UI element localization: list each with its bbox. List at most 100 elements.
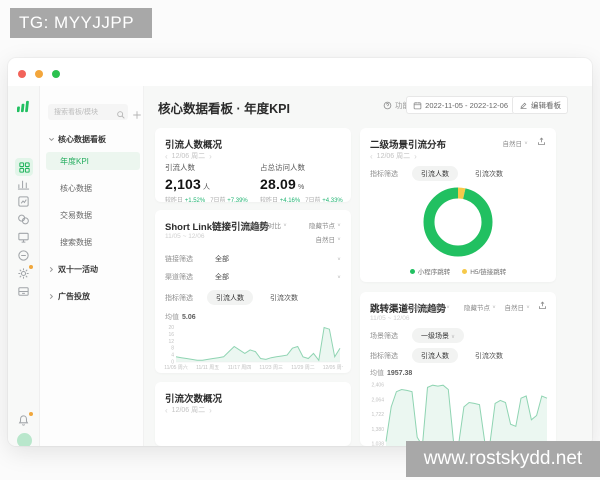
date-nav-value: 12/06 周二 <box>376 153 411 160</box>
hide-nodes-toggle[interactable]: 隐藏节点 ∨ <box>463 304 496 312</box>
archive-drawer-icon[interactable] <box>17 285 31 299</box>
svg-text:11/05 周六: 11/05 周六 <box>164 364 188 370</box>
next-day-icon[interactable]: › <box>209 151 212 161</box>
dashboard-icon[interactable] <box>15 158 33 176</box>
svg-text:1,380: 1,380 <box>371 427 384 433</box>
card-subtitle: 11/05 ~ 12/06 <box>165 233 205 240</box>
report-board-icon[interactable] <box>17 195 31 209</box>
edit-icon <box>520 102 527 109</box>
watermark-bottom: www.rostskydd.net <box>406 441 600 477</box>
guide-icon <box>383 101 392 109</box>
metric-pill-people[interactable]: 引流人数 <box>412 348 458 363</box>
next-day-icon[interactable]: › <box>414 151 417 161</box>
metric-pill-people[interactable]: 引流人数 <box>207 290 253 305</box>
sidebar-group-double11[interactable]: 双十一活动 <box>46 260 140 278</box>
sidebar-group-ads[interactable]: 广告投放 <box>46 287 140 305</box>
metric-filter: 指标筛选 引流人数 引流次数 <box>165 290 307 305</box>
edit-label: 编辑看板 <box>531 100 561 110</box>
link-filter: 链接筛选 全部 <box>165 256 229 263</box>
svg-text:11/17 周四: 11/17 周四 <box>228 365 252 370</box>
card-title: 引流人数概况 <box>165 140 223 151</box>
bar-chart-icon[interactable] <box>17 177 31 191</box>
chevron-down-icon: ∨ <box>445 304 450 310</box>
chevron-down-icon: ∨ <box>282 222 287 228</box>
minimize-button[interactable] <box>35 70 43 78</box>
count-overview-card: 引流次数概况 ‹ 12/06 周二 › <box>155 382 351 446</box>
chevron-down-icon <box>48 136 55 143</box>
granularity-select[interactable]: 自然日 ∨ <box>315 236 341 244</box>
svg-text:4: 4 <box>171 353 174 359</box>
granularity-select[interactable]: 自然日 ∨ <box>504 304 530 312</box>
card-title: 跳转渠道引流趋势 <box>370 304 447 315</box>
sidebar-item-core-data[interactable]: 核心数据 <box>46 179 140 197</box>
compare-toggle[interactable]: 关闭时间对比 ∨ <box>404 304 450 312</box>
card-subtitle: 11/05 ~ 12/06 <box>370 315 410 322</box>
compare-toggle[interactable]: 关闭时间对比 ∨ <box>241 222 287 230</box>
svg-text:1,722: 1,722 <box>371 412 384 418</box>
scene-filter-select[interactable]: 一级场景 ∨ <box>412 328 464 343</box>
legend-item[interactable]: H5/链接跳转 <box>462 266 506 276</box>
chevron-down-icon[interactable]: ∨ <box>336 274 341 280</box>
close-button[interactable] <box>18 70 26 78</box>
metric-pill-times[interactable]: 引流次数 <box>475 352 503 360</box>
scene-filter: 场景筛选 一级场景 ∨ <box>370 328 464 343</box>
hide-nodes-toggle[interactable]: 隐藏节点 ∨ <box>308 222 341 230</box>
metric-pill-people[interactable]: 引流人数 <box>412 166 458 181</box>
transactions-coins-icon[interactable] <box>17 213 31 227</box>
granularity-select[interactable]: 自然日 ∨ <box>502 140 528 148</box>
export-icon[interactable] <box>538 301 547 310</box>
sidebar-item-search-data[interactable]: 搜索数据 <box>46 233 140 251</box>
link-filter-select[interactable]: 全部 <box>215 256 229 263</box>
add-button[interactable] <box>132 107 142 119</box>
channel-filter-select[interactable]: 全部 <box>215 274 229 281</box>
sidebar-item-label: 年度KPI <box>60 156 89 166</box>
calendar-icon <box>413 101 422 109</box>
prev-day-icon[interactable]: ‹ <box>165 151 168 161</box>
metric-ratio: 占总访问人数 28.09% 较昨日 +4.16% 7日前 +4.33% <box>260 162 348 202</box>
date-nav: ‹ 12/06 周二 › <box>370 151 417 161</box>
metric-filter: 指标筛选 引流人数 引流次数 <box>370 348 512 363</box>
svg-text:0: 0 <box>171 360 174 366</box>
watermark-top: TG: MYYJJPP <box>10 8 152 38</box>
next-day-icon[interactable]: › <box>209 405 212 415</box>
metric-deltas: 较昨日 +4.16% 7日前 +4.33% <box>260 198 343 202</box>
scene-donut-chart[interactable] <box>422 186 494 258</box>
date-nav: ‹ 12/06 周二 › <box>165 151 212 161</box>
metric-deltas: 较昨日 +1.52% 7日前 +7.39% <box>165 198 248 202</box>
prev-day-icon[interactable]: ‹ <box>370 151 373 161</box>
average-readout: 均值 1957.38 <box>370 370 413 377</box>
monitor-icon[interactable] <box>17 231 31 245</box>
date-range-picker[interactable]: 2022-11-05 - 2022-12-06 <box>406 96 515 114</box>
export-icon[interactable] <box>537 137 546 146</box>
user-avatar[interactable] <box>17 433 32 446</box>
metric-label: 占总访问人数 <box>260 163 305 172</box>
edit-dashboard-button[interactable]: 编辑看板 <box>512 96 568 114</box>
bell-icon[interactable] <box>17 412 33 428</box>
gear-icon[interactable] <box>17 265 33 281</box>
notification-dot <box>29 265 33 269</box>
date-nav-value: 12/06 周二 <box>171 407 206 414</box>
search-icon[interactable] <box>116 107 126 119</box>
card-title: 二级场景引流分布 <box>370 140 447 151</box>
sidebar-item-label: 核心数据 <box>60 183 92 193</box>
metric-pill-times[interactable]: 引流次数 <box>475 170 503 178</box>
metric-pill-times[interactable]: 引流次数 <box>270 294 298 302</box>
svg-text:12/05 周一: 12/05 周一 <box>323 365 343 370</box>
sidebar-item-annual-kpi[interactable]: 年度KPI <box>46 152 140 170</box>
legend-item[interactable]: 小程序跳转 <box>409 266 450 276</box>
sidebar-group-core-dashboard[interactable]: 核心数据看板 <box>46 130 140 148</box>
prev-day-icon[interactable]: ‹ <box>165 405 168 415</box>
date-nav-value: 12/06 周二 <box>171 153 206 160</box>
maximize-button[interactable] <box>52 70 60 78</box>
sidebar-item-label: 交易数据 <box>60 210 92 220</box>
svg-text:11/11 周五: 11/11 周五 <box>196 365 219 370</box>
sidebar-item-trade-data[interactable]: 交易数据 <box>46 206 140 224</box>
svg-text:16: 16 <box>168 332 174 338</box>
date-range-value: 2022-11-05 - 2022-12-06 <box>425 100 508 110</box>
chevron-down-icon[interactable]: ∨ <box>336 256 341 262</box>
minus-circle-icon[interactable] <box>17 249 31 263</box>
search-input[interactable] <box>48 104 128 120</box>
svg-text:11/23 周三: 11/23 周三 <box>259 365 283 370</box>
